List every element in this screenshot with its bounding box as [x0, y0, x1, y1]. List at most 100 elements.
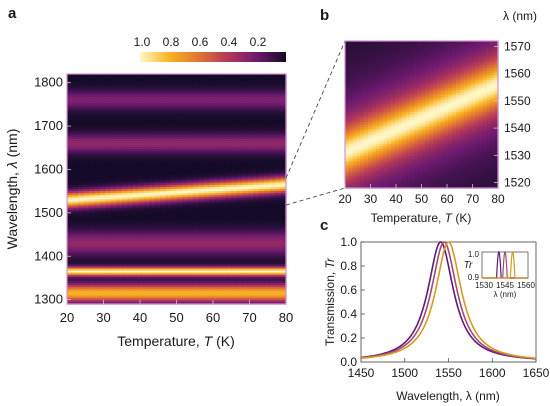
heatmap-cell: [375, 63, 381, 67]
heatmap-cell: [264, 203, 271, 207]
heatmap-cell: [258, 203, 265, 207]
heatmap-cell: [345, 121, 350, 125]
heatmap-cell: [88, 76, 95, 79]
heatmap-cell: [198, 189, 205, 192]
heatmap-cell: [121, 224, 128, 228]
heatmap-cell: [280, 124, 287, 127]
heatmap-cell: [165, 260, 172, 263]
heatmap-cell: [176, 153, 183, 157]
heatmap-cell: [280, 82, 287, 86]
heatmap-cell: [83, 276, 90, 280]
heatmap-cell: [127, 293, 134, 297]
heatmap-cell: [264, 105, 271, 109]
heatmap-cell: [143, 209, 150, 213]
heatmap-cell: [121, 161, 128, 165]
heatmap-cell: [132, 136, 139, 140]
heatmap-cell: [72, 258, 79, 261]
heatmap-cell: [225, 88, 232, 92]
heatmap-cell: [110, 163, 117, 167]
heatmap-cell: [275, 270, 282, 274]
heatmap-cell: [132, 283, 139, 286]
heatmap-cell: [187, 287, 194, 290]
heatmap-cell: [236, 283, 243, 286]
heatmap-cell: [116, 216, 123, 219]
heatmap-cell: [247, 272, 254, 276]
heatmap-cell: [67, 193, 74, 196]
heatmap-cell: [280, 272, 287, 276]
heatmap-cell: [99, 214, 106, 217]
heatmap-cell: [214, 228, 221, 232]
heatmap-cell: [269, 239, 276, 242]
heatmap-cell: [203, 189, 210, 192]
heatmap-cell: [214, 272, 221, 276]
heatmap-cell: [116, 74, 123, 77]
heatmap-cell: [198, 197, 205, 201]
heatmap-cell: [192, 218, 199, 221]
heatmap-cell: [269, 264, 276, 267]
heatmap-cell: [88, 124, 95, 127]
heatmap-cell: [67, 285, 74, 288]
heatmap-cell: [236, 295, 243, 299]
heatmap-cell: [264, 130, 271, 134]
heatmap-cell: [269, 117, 276, 121]
heatmap-cell: [356, 60, 361, 64]
heatmap-cell: [192, 182, 199, 186]
heatmap-cell: [143, 224, 150, 228]
heatmap-cell: [198, 230, 205, 234]
heatmap-cell: [375, 82, 381, 86]
heatmap-cell: [258, 241, 265, 244]
heatmap-cell: [247, 80, 254, 83]
heatmap-cell: [138, 249, 145, 253]
heatmap-cell: [364, 180, 369, 184]
heatmap-cell: [275, 94, 282, 98]
heatmap-cell: [345, 168, 350, 172]
heatmap-cell: [94, 191, 101, 194]
heatmap-cell: [242, 237, 249, 240]
heatmap-cell: [258, 99, 265, 102]
heatmap-cell: [181, 130, 189, 134]
heatmap-cell: [110, 155, 117, 159]
heatmap-cell: [99, 255, 106, 259]
heatmap-cell: [275, 126, 282, 129]
heatmap-cell: [181, 291, 189, 295]
heatmap-cell: [110, 76, 117, 79]
heatmap-cell: [181, 170, 189, 173]
heatmap-cell: [275, 134, 282, 138]
heatmap-cell: [187, 117, 194, 121]
heatmap-cell: [83, 255, 90, 259]
heatmap-cell: [138, 287, 145, 290]
heatmap-cell: [176, 224, 183, 228]
heatmap-cell: [160, 151, 167, 155]
heatmap-cell: [143, 163, 150, 167]
heatmap-cell: [67, 281, 74, 284]
heatmap-cell: [371, 156, 377, 160]
heatmap-cell: [236, 245, 243, 249]
heatmap-cell: [149, 262, 156, 265]
heatmap-cell: [143, 195, 150, 198]
heatmap-cell: [99, 147, 106, 150]
heatmap-cell: [198, 220, 205, 224]
heatmap-cell: [231, 107, 238, 111]
heatmap-cell: [258, 218, 265, 221]
heatmap-cell: [99, 109, 106, 113]
heatmap-cell: [356, 72, 361, 76]
heatmap-cell: [121, 197, 128, 201]
heatmap-cell: [94, 99, 101, 102]
heatmap-cell: [187, 205, 194, 209]
heatmap-cell: [160, 76, 167, 79]
heatmap-cell: [105, 155, 112, 159]
heatmap-cell: [105, 101, 112, 104]
heatmap-cell: [110, 161, 117, 165]
heatmap-cell: [253, 153, 260, 157]
heatmap-cell: [132, 86, 139, 90]
heatmap-cell: [72, 80, 79, 83]
heatmap-cell: [127, 270, 134, 274]
heatmap-cell: [236, 176, 243, 180]
heatmap-cell: [371, 163, 377, 167]
heatmap-cell: [83, 299, 90, 303]
heatmap-cell: [94, 205, 101, 209]
heatmap-cell: [88, 243, 95, 247]
heatmap-cell: [94, 239, 101, 242]
heatmap-cell: [116, 285, 123, 288]
heatmap-cell: [371, 82, 377, 86]
